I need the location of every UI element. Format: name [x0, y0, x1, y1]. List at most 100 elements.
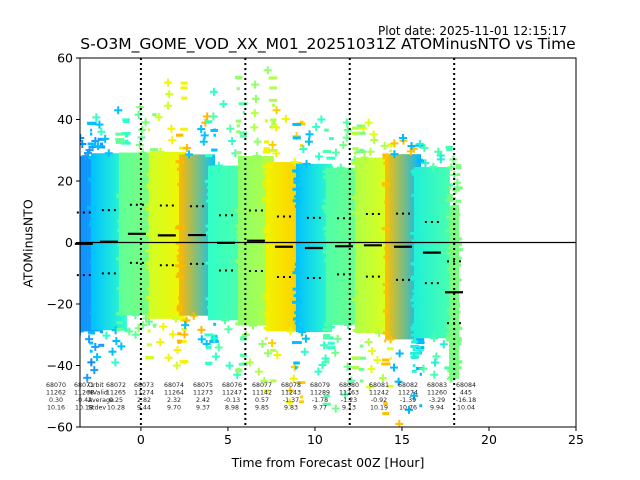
data-point [175, 264, 185, 268]
data-point [327, 341, 335, 345]
y-tick-label: 40 [57, 112, 73, 127]
stats-nvalid: 11243 [281, 390, 301, 397]
data-point [116, 257, 124, 261]
data-point [145, 249, 154, 253]
data-point [36, 158, 39, 161]
data-point [382, 331, 389, 335]
data-point [64, 329, 68, 332]
data-point [205, 224, 212, 228]
data-point [69, 220, 76, 223]
data-point [383, 255, 388, 259]
data-point [264, 119, 268, 123]
data-point [419, 351, 422, 355]
stats-orbit: 68072 [106, 382, 126, 389]
data-point [410, 262, 419, 266]
data-point [445, 145, 453, 149]
data-point [324, 175, 329, 179]
data-point [116, 321, 123, 325]
data-point [177, 332, 182, 336]
data-point [99, 142, 104, 146]
data-point [322, 204, 332, 208]
x-tick-label: 25 [568, 432, 584, 447]
data-point [411, 340, 419, 344]
data-point [324, 345, 329, 349]
data-point [381, 182, 390, 186]
data-point [326, 156, 336, 160]
data-point [71, 190, 75, 193]
data-point [239, 353, 247, 357]
data-point [63, 194, 70, 197]
data-point [147, 315, 151, 319]
data-point [205, 154, 213, 158]
data-point [35, 197, 41, 200]
data-point [263, 389, 270, 393]
stats-orbit: 68074 [164, 382, 184, 389]
data-point [412, 353, 416, 357]
stats-stdev: 9.37 [196, 405, 210, 412]
data-point [383, 161, 388, 165]
data-point [352, 328, 359, 332]
data-point [293, 180, 300, 184]
x-tick-label: 15 [394, 432, 410, 447]
data-point [89, 212, 94, 216]
data-point [236, 87, 240, 91]
data-point [89, 341, 94, 345]
data-point [235, 119, 242, 123]
data-point [34, 277, 42, 280]
data-point [326, 346, 336, 350]
x-tick-label: 0 [137, 432, 145, 447]
stats-orbit: 68082 [398, 382, 418, 389]
data-point [269, 98, 278, 102]
stats-orbit: 68077 [252, 382, 272, 389]
data-point [234, 208, 244, 212]
data-point [411, 355, 418, 359]
data-point [176, 307, 183, 311]
data-point [145, 266, 154, 270]
data-point [205, 345, 212, 349]
stats-header-label: Orbit [88, 382, 104, 389]
data-point [147, 329, 151, 333]
data-point [146, 172, 153, 176]
data-point [453, 360, 463, 364]
data-point [34, 369, 43, 372]
data-point [359, 148, 364, 152]
data-point [180, 86, 188, 90]
chart-title: S-O3M_GOME_VOD_XX_M01_20251031Z ATOMinus… [80, 35, 576, 53]
data-point [235, 151, 242, 155]
data-point [454, 243, 462, 247]
data-point [352, 298, 360, 302]
data-point [324, 128, 329, 132]
data-point [262, 198, 272, 202]
data-point [145, 296, 154, 300]
data-point [447, 222, 451, 226]
data-point [445, 336, 455, 340]
stats-average: -16.18 [456, 397, 476, 404]
data-point [63, 217, 69, 220]
data-point [115, 138, 125, 142]
data-point [270, 348, 277, 352]
data-point [416, 337, 424, 341]
data-point [182, 339, 187, 343]
data-point [206, 192, 210, 196]
stats-average: -1.78 [312, 397, 328, 404]
stats-nvalid: 11274 [398, 390, 418, 397]
stats-orbit: 68080 [339, 382, 359, 389]
data-point [329, 165, 334, 169]
stats-nvalid: 11242 [369, 390, 389, 397]
data-point [446, 193, 453, 197]
data-point [176, 225, 183, 229]
data-point [64, 375, 69, 378]
data-point [353, 151, 357, 155]
data-point [412, 337, 416, 341]
data-point [116, 194, 123, 198]
data-point [445, 229, 454, 233]
data-point [324, 259, 329, 263]
stats-orbit: 68070 [46, 382, 66, 389]
data-point [125, 139, 129, 143]
data-point [123, 120, 130, 124]
data-point [329, 137, 334, 141]
data-point [35, 305, 41, 308]
data-point [329, 336, 334, 340]
data-point [322, 206, 332, 210]
y-tick-label: 60 [57, 51, 73, 66]
